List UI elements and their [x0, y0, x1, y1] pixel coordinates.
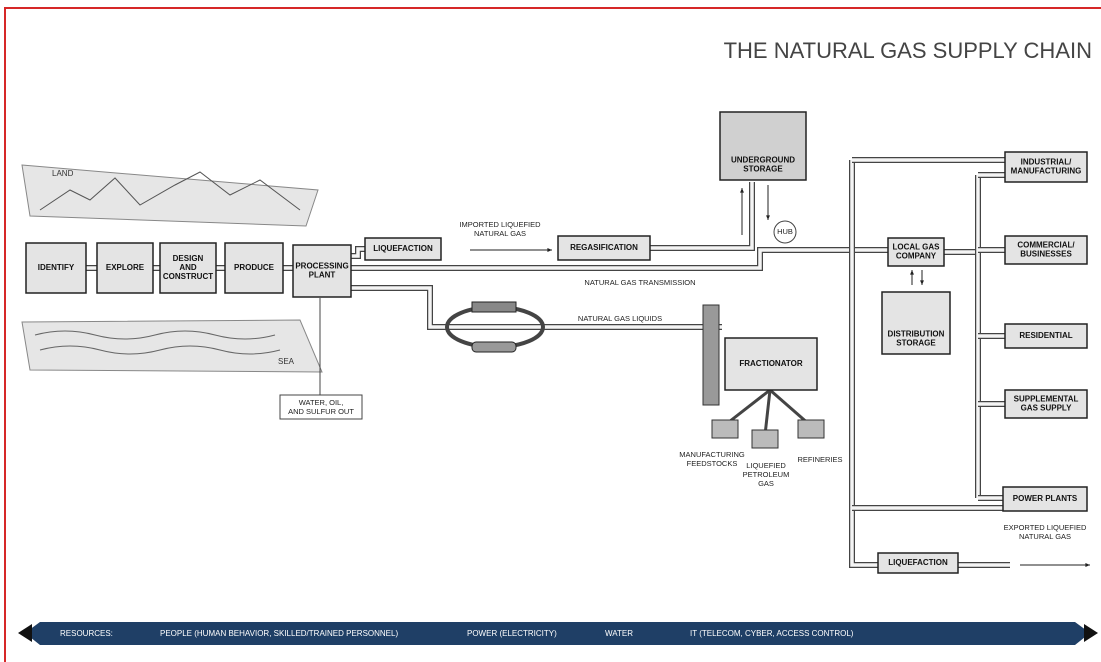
resource-item: PEOPLE (HUMAN BEHAVIOR, SKILLED/TRAINED … [160, 629, 398, 638]
node-label: MANUFACTURING [1011, 167, 1082, 176]
land-panel [21, 164, 319, 227]
node-label: LIQUEFACTION [373, 244, 433, 253]
flow-label: NATURAL GAS [1019, 532, 1071, 541]
node-label: LOCAL GAS [893, 243, 941, 252]
node-box [1004, 235, 1088, 265]
arrow-head [920, 280, 924, 285]
flow-label: MANUFACTURING [679, 450, 745, 459]
node-box [887, 237, 945, 267]
node-box [25, 242, 87, 294]
pipe-inner [650, 182, 754, 250]
node-box [557, 235, 651, 261]
land-label: LAND [52, 169, 74, 178]
node-label: REGASIFICATION [570, 243, 638, 252]
node-label: CONSTRUCT [163, 272, 213, 281]
hub-circle [773, 220, 797, 244]
pipe-inner [850, 160, 878, 567]
fractionator-link [724, 388, 771, 427]
node-box [292, 244, 352, 298]
resources-heading: RESOURCES: [60, 629, 113, 638]
arrow-head [766, 215, 770, 220]
arrow-head [910, 270, 914, 275]
mountains [39, 171, 301, 211]
flow-label: PETROLEUM [743, 470, 790, 479]
hub-label: HUB [777, 227, 793, 236]
pipe-inner [350, 248, 888, 270]
node-label: EXPLORE [106, 263, 145, 272]
node-label: GAS SUPPLY [1021, 404, 1072, 413]
node-label: INDUSTRIAL/ [1021, 158, 1072, 167]
resource-item: POWER (ELECTRICITY) [467, 629, 557, 638]
pipe-inner [350, 286, 722, 329]
node-label: AND [179, 263, 197, 272]
node-label: PRODUCE [234, 263, 275, 272]
flow-label: NATURAL GAS TRANSMISSION [584, 278, 695, 287]
node-label: DESIGN [173, 254, 204, 263]
node-box [1002, 486, 1088, 512]
pipe-inner [350, 247, 365, 258]
fractionator-tower [702, 304, 720, 406]
node-label: COMPANY [896, 252, 937, 261]
flow-label: FEEDSTOCKS [687, 459, 738, 468]
node-label: STORAGE [896, 339, 936, 348]
node-label: UNDERGROUND [731, 156, 795, 165]
flow-label: REFINERIES [797, 455, 842, 464]
node-label: STORAGE [743, 165, 783, 174]
bar-arrow-right [1084, 624, 1098, 642]
factory-icon [797, 419, 825, 439]
sea-panel [21, 319, 323, 373]
flow-label: IMPORTED LIQUEFIED [459, 220, 541, 229]
node-label: FRACTIONATOR [739, 359, 802, 368]
node-label: BUSINESSES [1020, 250, 1072, 259]
node-box [159, 242, 217, 294]
node-label: COMMERCIAL/ [1017, 241, 1075, 250]
factory-icon [751, 429, 779, 449]
resource-item: IT (TELECOM, CYBER, ACCESS CONTROL) [690, 629, 854, 638]
arrow-head [740, 188, 744, 193]
node-label: PLANT [309, 271, 336, 280]
arrow-head [547, 248, 552, 252]
flow-label: LIQUEFIED [746, 461, 786, 470]
node-box [724, 337, 818, 391]
node-label: RESIDENTIAL [1019, 331, 1072, 340]
flow-label: AND SULFUR OUT [288, 407, 354, 416]
node-box [1004, 389, 1088, 419]
node-box [1004, 323, 1088, 349]
fractionator-link [769, 388, 811, 427]
node-box [877, 552, 959, 574]
flow-label: GAS [758, 479, 774, 488]
waves [34, 330, 281, 355]
flow-label: NATURAL GAS LIQUIDS [578, 314, 662, 323]
flow-label: WATER, OIL, [299, 398, 344, 407]
node-label: PROCESSING [295, 262, 348, 271]
sea-label: SEA [278, 357, 295, 366]
resources-bar [25, 622, 1090, 645]
node-box [1004, 151, 1088, 183]
node-box [96, 242, 154, 294]
title: THE NATURAL GAS SUPPLY CHAIN [724, 38, 1092, 63]
resource-item: WATER [605, 629, 633, 638]
truck [471, 301, 517, 313]
node-label: SUPPLEMENTAL [1014, 395, 1079, 404]
bar-arrow-left [18, 624, 32, 642]
node-label: IDENTIFY [38, 263, 75, 272]
node-label: POWER PLANTS [1013, 494, 1078, 503]
node-label: LIQUEFACTION [888, 558, 948, 567]
node-box [881, 291, 951, 355]
node-box [224, 242, 284, 294]
fractionator-link [763, 389, 772, 436]
outflow-box [279, 394, 363, 420]
flow-label: NATURAL GAS [474, 229, 526, 238]
flow-label: EXPORTED LIQUEFIED [1004, 523, 1087, 532]
arrow-head [1085, 563, 1090, 567]
node-box [364, 237, 442, 261]
rail-car [471, 341, 517, 353]
node-box [719, 111, 807, 181]
factory-icon [711, 419, 739, 439]
node-label: DISTRIBUTION [888, 330, 945, 339]
